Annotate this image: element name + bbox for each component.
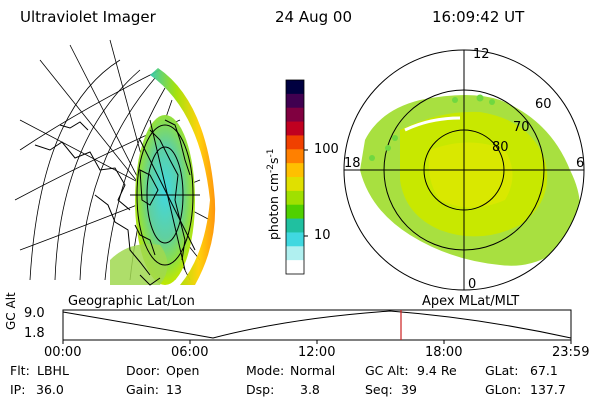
seq-value: 39 (401, 382, 417, 397)
xtick-0600: 06:00 (171, 345, 209, 360)
colorbar-swatch (286, 149, 304, 164)
xtick-0000: 00:00 (44, 345, 82, 360)
seq-label: Seq: (365, 382, 393, 397)
flt-value: LBHL (37, 363, 69, 378)
mlt-label-18: 18 (344, 156, 361, 171)
colorbar-swatch (286, 121, 304, 136)
glon-label: GLon: (485, 382, 522, 397)
colorbar-swatch (286, 246, 304, 261)
xtick-2359: 23:59 (552, 345, 590, 360)
door-value: Open (166, 363, 200, 378)
ip-label: IP: (10, 382, 26, 397)
dsp-label: Dsp: (246, 382, 275, 397)
glon-value: 137.7 (530, 382, 566, 397)
aurora-lower-patch (110, 244, 168, 285)
altitude-ylabel: GC Alt (4, 292, 18, 330)
dsp-value: 3.8 (300, 382, 320, 397)
xtick-1200: 12:00 (298, 345, 336, 360)
instrument-title: Ultraviolet Imager (20, 8, 156, 26)
flt-label: Flt: (10, 363, 30, 378)
colorbar-swatch (286, 93, 304, 109)
altitude-ytick-9: 9.0 (24, 306, 45, 321)
gain-value: 13 (166, 382, 182, 397)
colorbar-swatch (286, 190, 304, 206)
geo-panel-label: Geographic Lat/Lon (68, 294, 195, 309)
lat-label-80: 80 (492, 140, 509, 155)
polar-panel-label: Apex MLat/MLT (422, 294, 520, 309)
aurora-oval (135, 115, 195, 285)
date-label: 24 Aug 00 (275, 8, 352, 26)
glat-label: GLat: (485, 363, 519, 378)
colorbar-swatch (286, 135, 304, 150)
colorbar-swatch (286, 218, 304, 233)
colorbar-swatch (286, 177, 304, 192)
gain-label: Gain: (126, 382, 159, 397)
colorbar-swatch (286, 107, 304, 123)
glat-value: 67.1 (530, 363, 558, 378)
ip-value: 36.0 (36, 382, 64, 397)
colorbar-swatch (286, 80, 304, 95)
door-label: Door: (126, 363, 161, 378)
time-label: 16:09:42 UT (432, 8, 525, 26)
lat-label-60: 60 (535, 97, 552, 112)
gcalt-label: GC Alt: (365, 363, 409, 378)
lat-label-70: 70 (513, 120, 530, 135)
gcalt-value: 9.4 Re (417, 363, 457, 378)
mlt-label-12: 12 (473, 47, 490, 62)
mode-value: Normal (290, 363, 336, 378)
altitude-curve (62, 310, 572, 339)
colorbar-swatch (286, 260, 304, 275)
colorbar-swatch (286, 163, 304, 178)
colorbar-tick-100: 100 (314, 142, 339, 157)
mlt-label-0: 0 (468, 277, 477, 292)
colorbar-tick-10: 10 (314, 228, 331, 243)
colorbar-swatch (286, 232, 304, 247)
altitude-ytick-1-8: 1.8 (24, 326, 45, 341)
colorbar-swatch (286, 204, 304, 220)
mlt-label-6: 6 (576, 156, 585, 171)
mode-label: Mode: (246, 363, 285, 378)
xtick-1800: 18:00 (425, 345, 463, 360)
